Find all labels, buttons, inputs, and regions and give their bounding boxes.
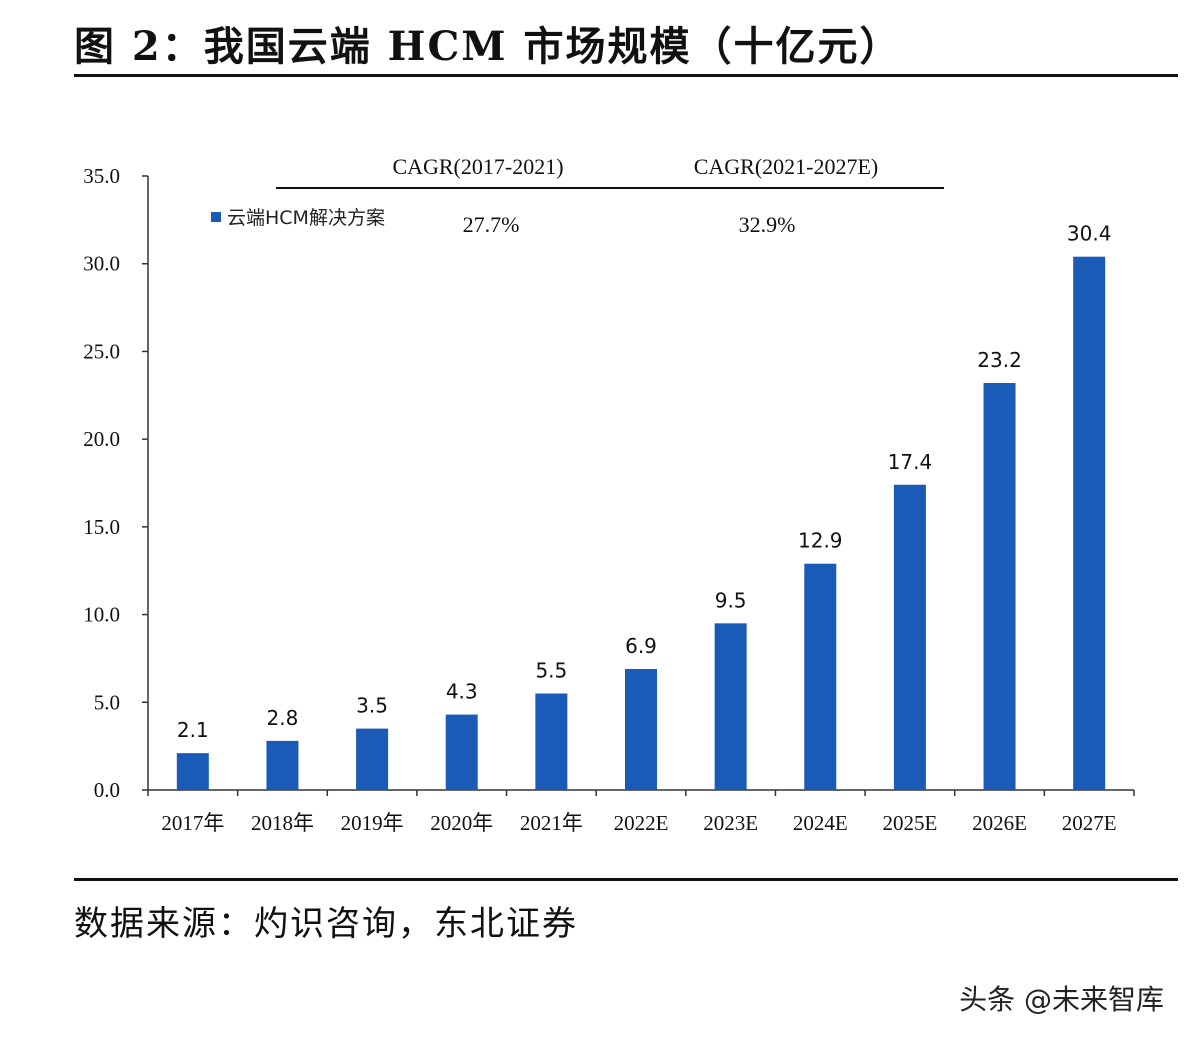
y-tick-label: 30.0 [83,252,120,276]
y-tick-label: 35.0 [83,164,120,188]
watermark: 头条 @未来智库 [959,983,1164,1016]
data-label: 2.1 [177,718,209,742]
y-axis-ticks: 0.0 5.0 10.0 15.0 20.0 25.0 30.0 35.0 [83,164,148,802]
bar-2018年 [266,740,299,790]
bar-2020年 [445,714,478,790]
x-tick-label: 2019年 [341,811,404,835]
y-tick-label: 0.0 [94,778,120,802]
data-label: 17.4 [888,450,933,474]
cagr-value: 27.7% [463,212,520,237]
data-label: 6.9 [625,634,657,658]
chart-legend: 云端HCM解决方案 [211,207,385,229]
y-tick-label: 10.0 [83,603,120,627]
x-axis-ticks: 2017年 2018年 2019年 2020年 2021年 2022E 2023E 2024E… [147,790,1135,835]
legend-label: 云端HCM解决方案 [227,207,385,229]
y-tick-label: 20.0 [83,427,120,451]
data-label: 9.5 [715,588,747,612]
data-label: 4.3 [446,680,478,704]
source-note: 数据来源：灼识咨询，东北证券 [74,904,578,944]
chart-data-labels: 2.1 2.8 3.5 4.3 5.5 6.9 9.5 12.9 17.4 23.2 30.4 [177,222,1112,742]
y-tick-label: 15.0 [83,515,120,539]
y-tick-label: 5.0 [94,690,120,714]
x-tick-label: 2026E [972,811,1027,835]
x-tick-label: 2021年 [520,811,583,835]
bottom-rule [74,878,1178,881]
data-label: 5.5 [535,659,567,683]
data-label: 23.2 [977,348,1022,372]
x-tick-label: 2017年 [161,811,224,835]
data-label: 3.5 [356,694,388,718]
bar-2025E [893,484,926,790]
bar-2027E [1073,256,1106,790]
x-tick-label: 2025E [882,811,937,835]
x-tick-label: 2027E [1062,811,1117,835]
bar-chart: 2.1 2.8 3.5 4.3 5.5 6.9 9.5 12.9 17.4 23.2 30.4 20… [83,154,1135,835]
cagr-annotations: CAGR(2017-2021) 27.7% CAGR(2021-2027E) 32.9… [276,154,944,237]
bar-2023E [714,623,747,790]
cagr-label: CAGR(2021-2027E) [694,154,879,179]
x-tick-label: 2024E [793,811,848,835]
legend-swatch [211,212,221,222]
data-label: 12.9 [798,529,843,553]
y-tick-label: 25.0 [83,339,120,363]
data-label: 2.8 [267,706,299,730]
cagr-value: 32.9% [739,212,796,237]
bar-2017年 [176,753,209,790]
figure-title: 图 2：我国云端 HCM 市场规模（十亿元） [74,23,902,70]
bar-2024E [804,563,837,790]
bar-2022E [625,668,657,790]
bar-2021年 [535,693,568,790]
bar-2019年 [356,728,389,790]
top-rule [74,74,1178,77]
bar-2026E [983,383,1016,790]
x-tick-label: 2018年 [251,811,314,835]
chart-bars [176,256,1106,790]
data-label: 30.4 [1067,222,1112,246]
cagr-label: CAGR(2017-2021) [392,154,563,179]
x-tick-label: 2022E [614,811,669,835]
x-tick-label: 2023E [703,811,758,835]
x-tick-label: 2020年 [430,811,493,835]
